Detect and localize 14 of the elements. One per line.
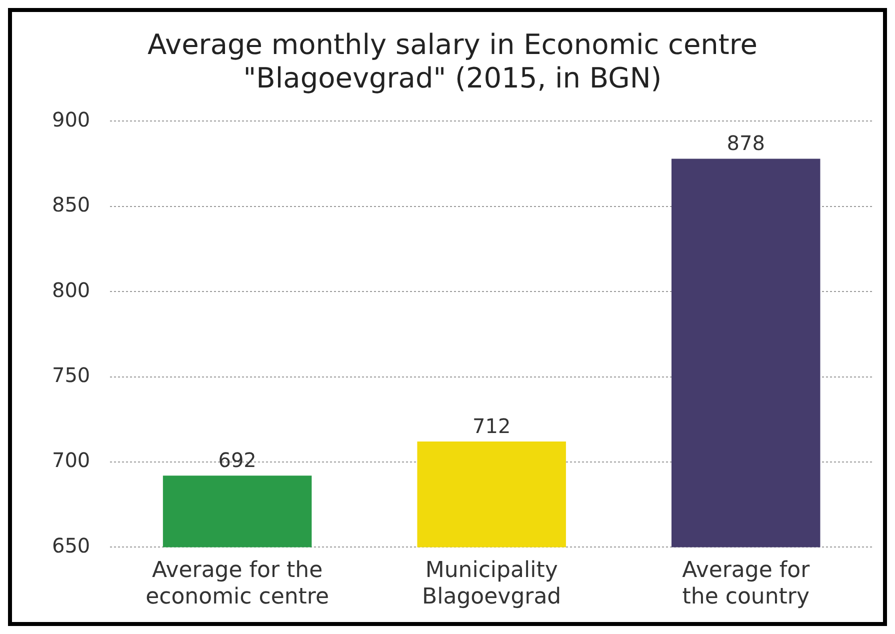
- x-tick-label: Average for the economic centre: [146, 558, 330, 610]
- y-tick-label: 750: [52, 363, 90, 388]
- x-tick-label: Municipality Blagoevgrad: [422, 558, 562, 610]
- text: Average monthly salary in Economic centre: [147, 28, 758, 62]
- x-tick-label: Average for the country: [682, 558, 811, 610]
- data-label: 878: [726, 130, 765, 155]
- y-tick-label: 850: [52, 192, 90, 217]
- data-label: 692: [218, 448, 256, 472]
- y-tick-label: 700: [52, 448, 90, 472]
- data-label: 712: [472, 414, 511, 438]
- text: "Blagoevgrad" (2015, in BGN): [243, 62, 662, 95]
- y-tick-label: 900: [52, 107, 90, 132]
- y-tick-label: 650: [52, 533, 90, 558]
- y-tick-label: 800: [52, 278, 90, 302]
